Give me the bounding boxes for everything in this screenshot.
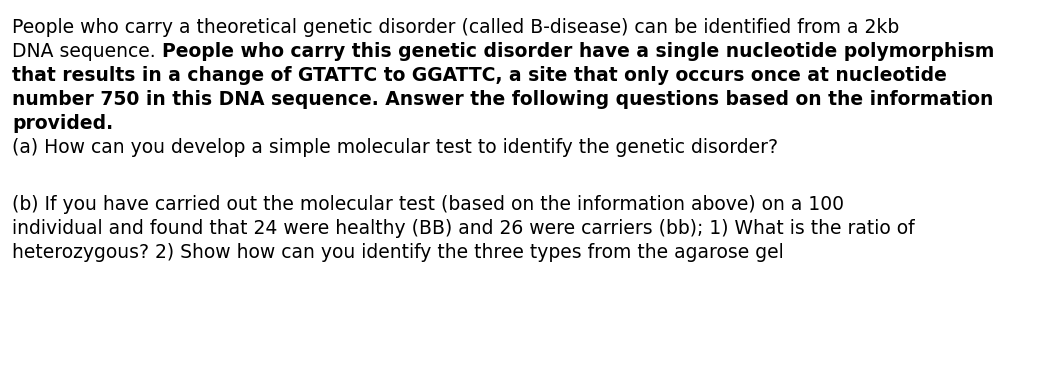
Text: individual and found that 24 were healthy (BB) and 26 were carriers (bb); 1) Wha: individual and found that 24 were health… <box>12 219 915 238</box>
Text: heterozygous? 2) Show how can you identify the three types from the agarose gel: heterozygous? 2) Show how can you identi… <box>12 243 784 262</box>
Text: (b) If you have carried out the molecular test (based on the information above) : (b) If you have carried out the molecula… <box>12 195 844 214</box>
Text: People who carry a theoretical genetic disorder (called B-disease) can be identi: People who carry a theoretical genetic d… <box>12 18 899 37</box>
Text: People who carry this genetic disorder have a single nucleotide polymorphism: People who carry this genetic disorder h… <box>162 42 994 61</box>
Text: that results in a change of GTATTC to GGATTC, a site that only occurs once at nu: that results in a change of GTATTC to GG… <box>12 66 947 85</box>
Text: DNA sequence.: DNA sequence. <box>12 42 162 61</box>
Text: number 750 in this DNA sequence. Answer the following questions based on the inf: number 750 in this DNA sequence. Answer … <box>12 90 993 109</box>
Text: (a) How can you develop a simple molecular test to identify the genetic disorder: (a) How can you develop a simple molecul… <box>12 138 778 157</box>
Text: provided.: provided. <box>12 114 113 133</box>
